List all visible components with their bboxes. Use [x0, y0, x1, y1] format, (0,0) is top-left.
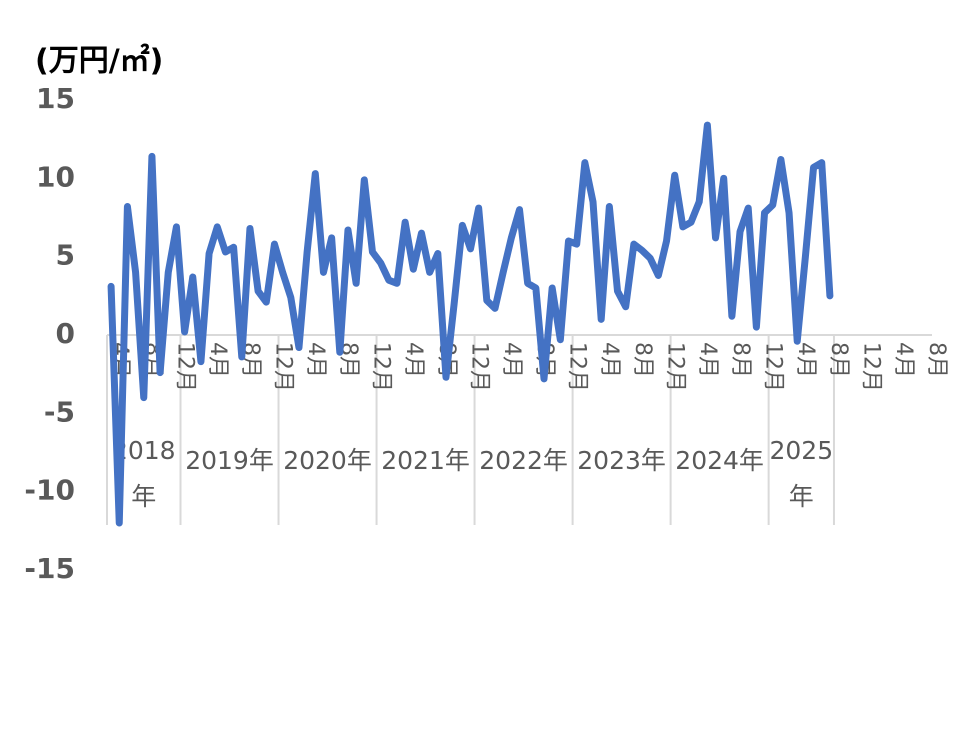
x-tick-label: 12月 — [172, 342, 197, 392]
x-tick-label: 12月 — [663, 342, 688, 392]
x-tick-label: 12月 — [368, 342, 393, 392]
x-tick-label: 4月 — [891, 342, 916, 378]
y-axis-label: (万円/㎡) — [35, 44, 163, 79]
x-tick-label: 12月 — [466, 342, 491, 392]
y-tick-label: 15 — [36, 82, 75, 115]
x-tick-label: 4月 — [597, 342, 622, 378]
year-label: 2021年 — [381, 446, 470, 475]
x-tick-label: 12月 — [270, 342, 295, 392]
x-tick-label: 8月 — [728, 342, 753, 378]
x-tick-label: 12月 — [859, 342, 884, 392]
y-tick-label: 5 — [56, 239, 75, 272]
year-label: 2020年 — [283, 446, 372, 475]
x-tick-label: 8月 — [630, 342, 655, 378]
y-tick-label: 10 — [36, 160, 75, 193]
x-tick-label: 8月 — [924, 342, 949, 378]
y-tick-label: 0 — [56, 317, 75, 350]
x-tick-label: 4月 — [499, 342, 524, 378]
year-label: 2022年 — [479, 446, 568, 475]
year-label: 2025 年 — [769, 436, 833, 511]
year-label: 2024年 — [675, 446, 764, 475]
year-label: 2019年 — [185, 446, 274, 475]
x-tick-label: 4月 — [695, 342, 720, 378]
x-tick-label: 8月 — [826, 342, 851, 378]
year-label: 2023年 — [577, 446, 666, 475]
x-tick-label: 4月 — [793, 342, 818, 378]
series-line — [107, 121, 834, 527]
x-tick-label: 4月 — [303, 342, 328, 378]
y-tick-label: -15 — [24, 552, 75, 585]
x-tick-label: 12月 — [565, 342, 590, 392]
x-tick-label: 4月 — [401, 342, 426, 378]
y-tick-label: -5 — [44, 395, 75, 428]
x-tick-label: 4月 — [205, 342, 230, 378]
y-tick-label: -10 — [24, 474, 75, 507]
x-tick-label: 12月 — [761, 342, 786, 392]
